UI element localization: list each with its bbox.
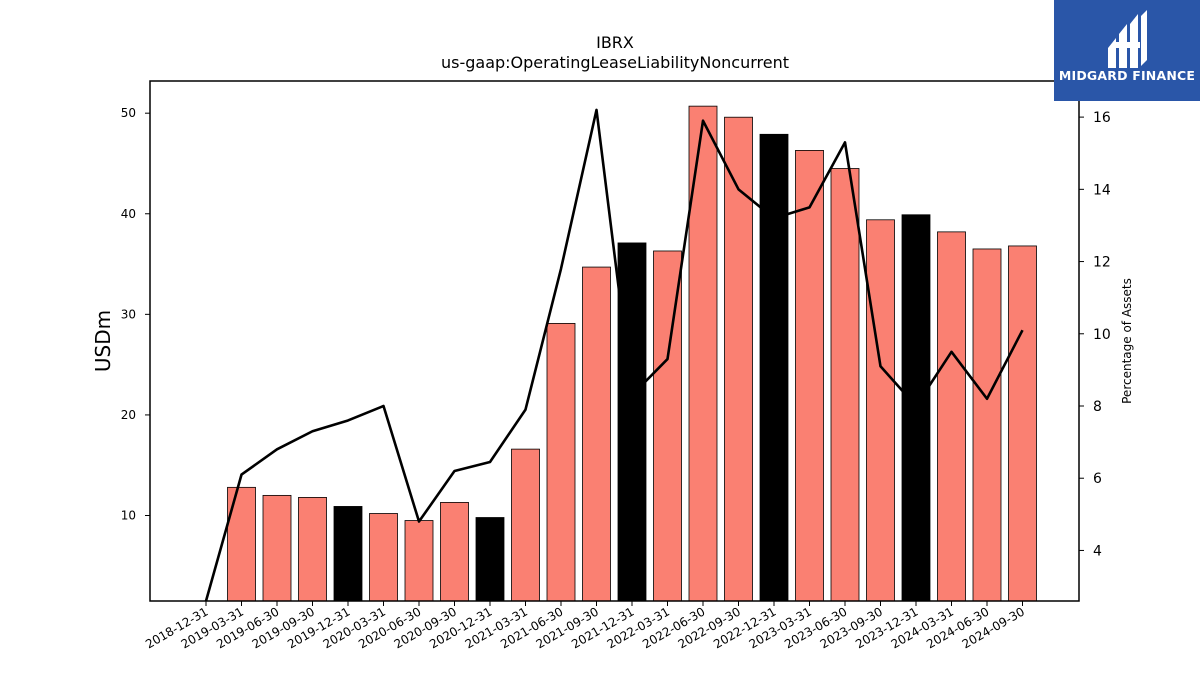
midgard-logo-icon — [1108, 10, 1147, 68]
y-tick-label: 30 — [121, 307, 136, 321]
y2-tick-label: 6 — [1093, 471, 1102, 487]
bar — [759, 133, 789, 602]
logo-badge: MIDGARD FINANCE — [1054, 0, 1200, 101]
chart-subtitle: us-gaap:OperatingLeaseLiabilityNoncurren… — [441, 53, 789, 72]
y-tick-label: 40 — [121, 207, 136, 221]
bar — [1008, 245, 1037, 602]
bar — [511, 448, 540, 602]
bar — [262, 494, 292, 602]
bar — [298, 497, 327, 602]
bar — [582, 266, 611, 602]
chart-title: IBRX — [596, 33, 634, 52]
bar — [972, 248, 1002, 602]
bar — [830, 168, 860, 602]
bar — [440, 502, 469, 602]
y-tick-label: 50 — [121, 106, 136, 120]
y2-tick-label: 14 — [1093, 182, 1111, 198]
y-axis-right: 4 6 8 10 12 14 16 — [1079, 110, 1111, 559]
bar — [475, 517, 505, 602]
y-axis-label: USDm — [91, 310, 115, 372]
bar — [617, 242, 647, 602]
y2-tick-label: 12 — [1093, 255, 1111, 271]
y2-axis-label: Percentage of Assets — [1120, 278, 1134, 404]
y-tick-label: 10 — [121, 509, 136, 523]
percentage-line — [204, 108, 1024, 602]
y2-tick-label: 16 — [1093, 110, 1111, 126]
bar — [795, 150, 824, 602]
y-tick-label: 20 — [121, 408, 136, 422]
bars-group — [227, 105, 1037, 602]
bar — [653, 250, 682, 602]
bar — [546, 322, 576, 602]
bar — [404, 520, 434, 602]
y2-tick-label: 4 — [1093, 543, 1102, 559]
line-group — [204, 108, 1024, 602]
bar — [333, 506, 363, 602]
y-axis-left: 10 20 30 40 50 — [121, 106, 150, 523]
logo-text: MIDGARD FINANCE — [1058, 68, 1196, 83]
y2-tick-label: 10 — [1093, 327, 1111, 343]
bar — [227, 486, 256, 602]
bar — [369, 513, 398, 602]
bar — [866, 219, 895, 602]
bar — [901, 214, 931, 602]
x-axis: 2018-12-312019-03-312019-06-302019-09-30… — [143, 601, 1027, 651]
plot-frame — [149, 80, 1080, 602]
y2-tick-label: 8 — [1093, 399, 1102, 415]
bar — [937, 231, 966, 602]
